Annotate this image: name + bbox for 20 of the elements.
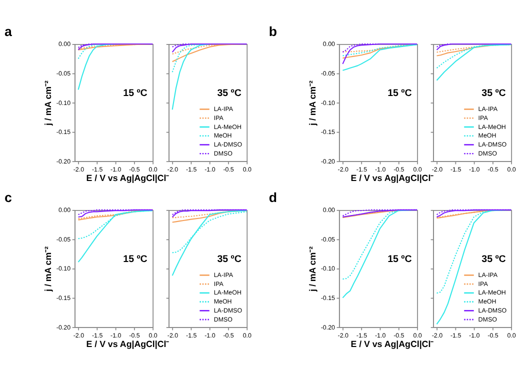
annotation: 15 ºC [123, 254, 148, 265]
annotation: 35 ºC [217, 88, 242, 99]
x-axis-title: E / V vs Ag|AgCl|Cl⁻ [350, 173, 434, 184]
annotation: 35 ºC [482, 254, 506, 265]
chart-title: b [268, 24, 278, 40]
annotation: 15 ºC [388, 88, 412, 99]
y-axis-title: j / mA cm⁻² [308, 80, 318, 127]
annotation: 35 ºC [217, 254, 242, 265]
annotation: 35 ºC [482, 88, 506, 99]
x-axis-title: E / V vs Ag|AgCl|Cl⁻ [86, 173, 170, 184]
chart-title: d [268, 190, 278, 205]
x-axis-title: E / V vs Ag|AgCl|Cl⁻ [86, 339, 170, 350]
annotation: 15 ºC [388, 254, 412, 265]
y-axis-title: j / mA cm⁻² [308, 246, 318, 292]
chart-title: c [4, 190, 12, 205]
x-axis-title: E / V vs Ag|AgCl|Cl⁻ [350, 339, 434, 350]
y-axis-title: j / mA cm⁻² [43, 246, 54, 292]
chart-title: a [4, 24, 12, 40]
annotation: 15 ºC [123, 88, 148, 99]
y-axis-title: j / mA cm⁻² [43, 80, 54, 127]
